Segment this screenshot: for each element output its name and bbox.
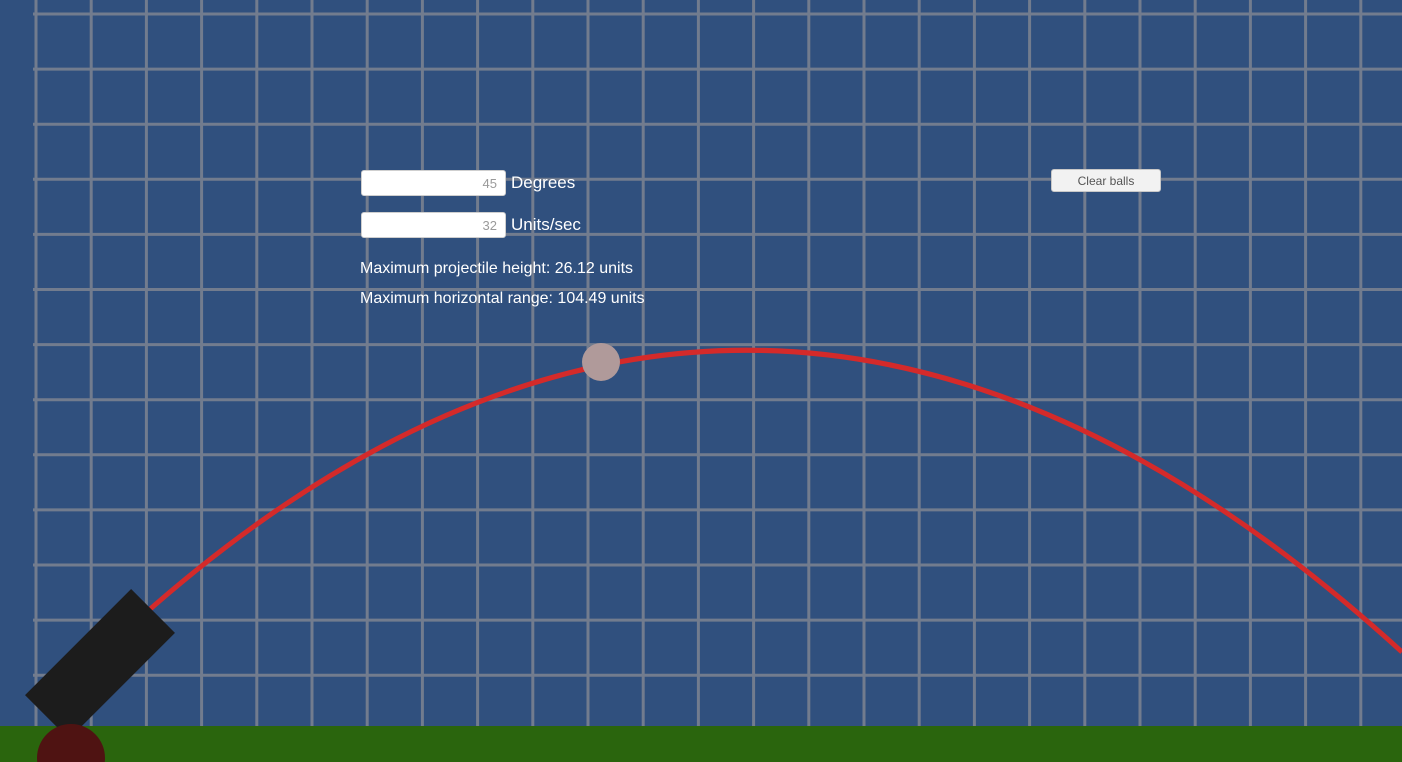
speed-unit-label: Units/sec [511, 215, 581, 234]
max-height-readout: Maximum projectile height: 26.12 units [360, 260, 634, 277]
trajectory-path [138, 347, 1402, 654]
clear-balls-button[interactable]: Clear balls [1051, 169, 1161, 192]
ground [0, 726, 1402, 762]
cannon-base [37, 724, 105, 762]
angle-unit-label: Degrees [511, 173, 576, 192]
left-edge-strip [0, 0, 33, 762]
angle-input[interactable] [361, 170, 506, 196]
speed-input[interactable] [361, 212, 506, 238]
cannon-barrel[interactable] [25, 589, 175, 739]
cannon-ball[interactable] [582, 343, 620, 381]
max-range-readout: Maximum horizontal range: 104.49 units [360, 290, 645, 307]
